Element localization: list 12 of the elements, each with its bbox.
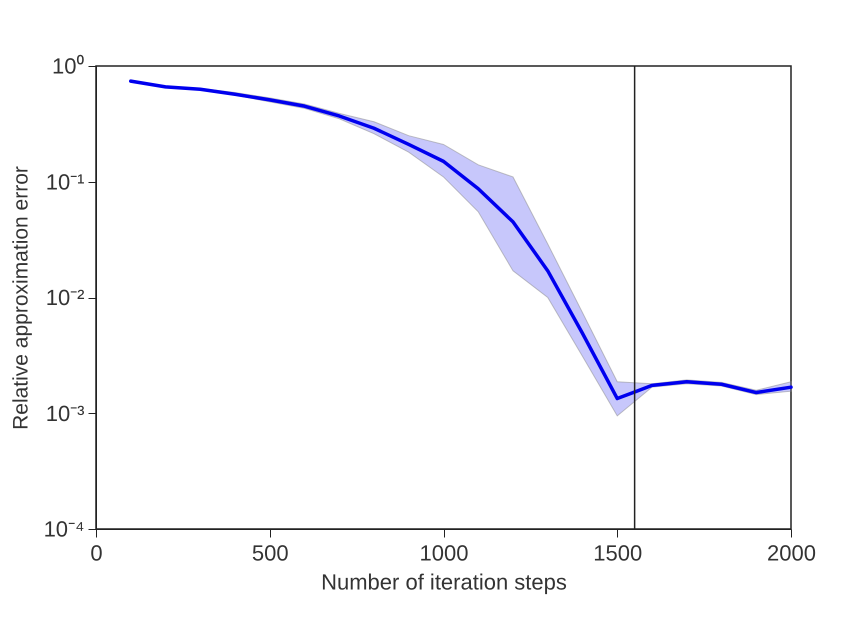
y-tick-label: 10⁰ — [52, 54, 84, 78]
x-tick-label: 1500 — [593, 540, 642, 566]
y-tick-label: 10⁻³ — [46, 400, 84, 426]
y-tick-label: 10⁻⁴ — [44, 516, 84, 542]
y-tick-label: 10⁻¹ — [46, 169, 84, 194]
x-tick-label: 500 — [252, 540, 289, 566]
y-tick-label: 10⁻² — [46, 285, 84, 310]
x-tick-label: 1000 — [420, 540, 468, 566]
y-axis-title: Relative approximation error — [10, 166, 33, 430]
x-tick-label: 0 — [90, 540, 103, 566]
x-axis-title: Number of iteration steps — [321, 570, 567, 594]
x-tick-label: 2000 — [767, 540, 816, 566]
